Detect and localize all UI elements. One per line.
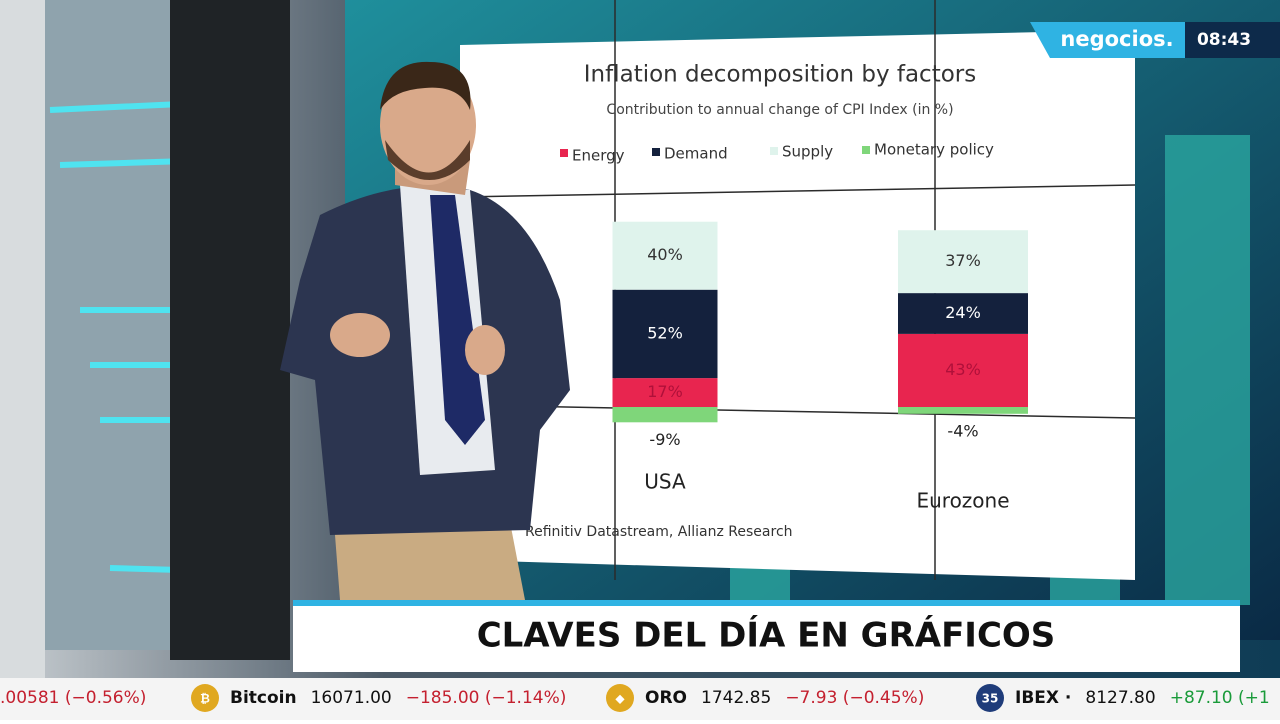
- headline-stripe: [293, 600, 1240, 606]
- legend-label: Supply: [782, 143, 833, 161]
- legend-swatch: [560, 149, 568, 157]
- ticker-name: Bitcoin: [230, 688, 297, 708]
- ticker-badge-text: ₿: [200, 692, 210, 706]
- ticker-badge-text: 35: [982, 692, 999, 706]
- category-label: Eurozone: [916, 489, 1009, 513]
- legend-swatch: [652, 148, 660, 156]
- bar-segment: [898, 230, 1028, 294]
- ticker-name: ORO: [645, 688, 687, 708]
- ticker-badge-text: ◆: [615, 692, 625, 706]
- bar-segment: [612, 221, 718, 290]
- value-label: 43%: [945, 360, 981, 379]
- legend-label: Energy: [572, 147, 625, 165]
- legend-swatch: [770, 147, 778, 155]
- ticker-badge: [191, 684, 219, 712]
- headline: CLAVES DEL DÍA EN GRÁFICOS: [477, 615, 1056, 656]
- ticker-badge: [976, 684, 1004, 712]
- studio-pillar: [0, 0, 45, 680]
- time-bg: [1185, 22, 1280, 58]
- clock: 08:43: [1197, 30, 1251, 50]
- screen-frame: [170, 0, 290, 660]
- chart-panel: [460, 30, 1135, 580]
- bar-segment: [898, 407, 1028, 414]
- bar-segment: [898, 333, 1028, 407]
- chart-subtitle: Contribution to annual change of CPI Ind…: [606, 102, 953, 118]
- value-label: -9%: [649, 430, 680, 449]
- ticker-price: 1742.85: [701, 688, 771, 708]
- chart-source: Refinitiv Datastream, Allianz Research: [525, 524, 793, 540]
- ticker-name: IBEX ·: [1015, 688, 1071, 708]
- bar-segment: [898, 293, 1028, 334]
- value-label: 40%: [647, 245, 683, 264]
- ticker-change: −185.00 (−1.14%): [406, 688, 567, 708]
- ticker: .00581 (−0.56%) ₿ Bitcoin 16071.00 −185.00 (…: [0, 684, 1270, 712]
- value-label: 17%: [647, 382, 683, 401]
- value-label: 52%: [647, 323, 683, 342]
- ticker-change: +87.10 (+1: [1170, 688, 1270, 708]
- ticker-badge: [606, 684, 634, 712]
- ticker-text: .00581 (−0.56%): [0, 688, 146, 708]
- bar-segment: [612, 407, 718, 423]
- chart-title: Inflation decomposition by factors: [584, 62, 976, 88]
- headline-bar: [293, 600, 1240, 672]
- ticker-price: 8127.80: [1085, 688, 1155, 708]
- presenter: [280, 61, 570, 600]
- legend-label: Demand: [664, 145, 728, 163]
- ticker-change: −7.93 (−0.45%): [785, 688, 924, 708]
- value-label: 24%: [945, 303, 981, 322]
- bar-segment: [612, 289, 718, 379]
- category-label: USA: [644, 470, 686, 494]
- chart: Inflation decomposition by factors Contr…: [525, 62, 1028, 540]
- legend-swatch: [862, 146, 870, 154]
- legend-label: Monetary policy: [874, 141, 994, 159]
- channel-logo: negocios.: [1060, 27, 1173, 51]
- value-label: -4%: [947, 421, 978, 440]
- ticker-price: 16071.00: [311, 688, 392, 708]
- bar-segment: [612, 378, 718, 407]
- value-label: 37%: [945, 251, 981, 270]
